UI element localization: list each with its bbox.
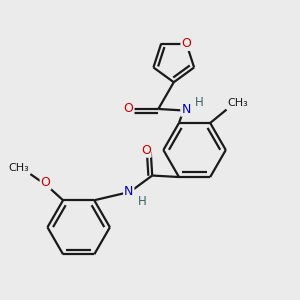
Text: H: H [195, 96, 203, 109]
Text: H: H [138, 195, 147, 208]
Text: CH₃: CH₃ [227, 98, 248, 108]
Text: O: O [182, 37, 191, 50]
Text: O: O [141, 144, 151, 157]
Text: O: O [40, 176, 50, 189]
Text: CH₃: CH₃ [8, 163, 29, 173]
Text: N: N [124, 185, 134, 198]
Text: N: N [181, 103, 191, 116]
Text: O: O [124, 103, 134, 116]
